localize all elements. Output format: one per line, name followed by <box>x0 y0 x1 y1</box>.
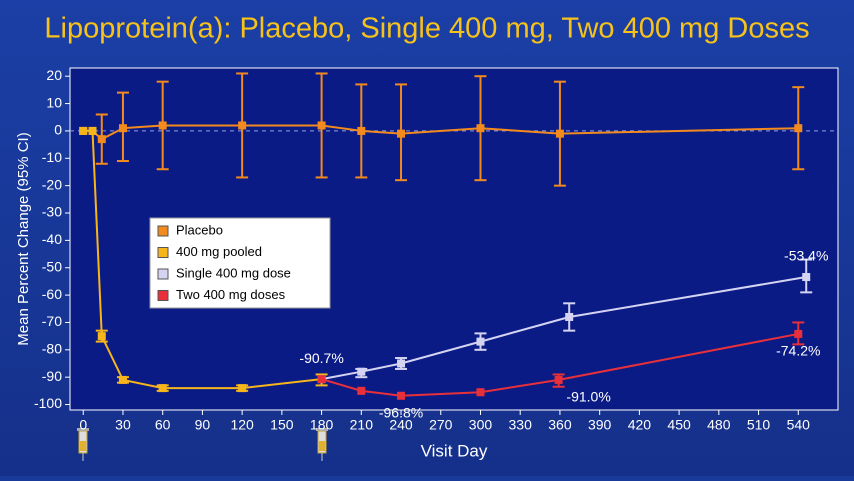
point <box>97 135 106 144</box>
y-tick-label: -100 <box>34 395 62 411</box>
point <box>476 337 485 346</box>
x-tick-label: 390 <box>588 417 612 433</box>
data-label: -53.4% <box>784 248 828 264</box>
legend-label: 400 mg pooled <box>176 244 262 259</box>
x-tick-label: 240 <box>389 417 413 433</box>
legend-swatch <box>157 225 169 237</box>
point <box>555 129 564 138</box>
series-line <box>321 332 799 397</box>
x-tick-label: 90 <box>195 417 211 433</box>
point <box>88 126 97 135</box>
data-label: -90.7% <box>299 350 343 366</box>
y-tick-label: -80 <box>42 341 62 357</box>
y-tick-label: -50 <box>42 258 62 274</box>
x-tick-label: 0 <box>79 417 87 433</box>
point <box>79 126 88 135</box>
syringe-icon <box>316 428 328 461</box>
point <box>97 332 106 341</box>
point <box>397 391 406 400</box>
point <box>317 121 326 130</box>
legend-label: Placebo <box>176 222 223 237</box>
syringe-icon <box>77 428 89 461</box>
data-label: -74.2% <box>776 343 820 359</box>
y-tick-label: -10 <box>42 149 62 165</box>
point <box>802 273 811 282</box>
point <box>357 386 366 395</box>
x-tick-label: 210 <box>350 417 374 433</box>
y-tick-label: -20 <box>42 176 62 192</box>
x-tick-label: 180 <box>310 417 334 433</box>
y-tick-label: -30 <box>42 204 62 220</box>
legend-label: Single 400 mg dose <box>176 265 291 280</box>
point <box>357 367 366 376</box>
point <box>476 388 485 397</box>
chart-title: Lipoprotein(a): Placebo, Single 400 mg, … <box>44 13 809 45</box>
y-tick-label: 10 <box>46 94 62 110</box>
point <box>238 121 247 130</box>
x-tick-label: 480 <box>707 417 731 433</box>
x-tick-label: 360 <box>548 417 572 433</box>
x-tick-label: 510 <box>747 417 771 433</box>
y-tick-label: 20 <box>46 67 62 83</box>
point <box>317 375 326 384</box>
point <box>476 124 485 133</box>
point <box>158 121 167 130</box>
point <box>357 126 366 135</box>
point <box>794 329 803 338</box>
x-tick-label: 330 <box>509 417 533 433</box>
data-label: -91.0% <box>566 389 610 405</box>
point <box>794 124 803 133</box>
point <box>397 359 406 368</box>
x-tick-label: 450 <box>667 417 691 433</box>
x-tick-label: 300 <box>469 417 493 433</box>
series-line <box>321 276 807 381</box>
x-tick-label: 120 <box>230 417 254 433</box>
data-label: -96.8% <box>379 404 423 420</box>
x-tick-label: 60 <box>155 417 171 433</box>
point <box>158 384 167 393</box>
y-axis-label: Mean Percent Change (95% CI) <box>15 132 32 345</box>
point <box>554 375 563 384</box>
legend-swatch <box>157 247 169 258</box>
legend-swatch <box>157 268 169 280</box>
y-tick-label: -90 <box>42 368 62 384</box>
x-axis-label: Visit Day <box>421 441 488 460</box>
legend-label: Two 400 mg doses <box>176 287 286 302</box>
y-tick-label: 0 <box>54 122 62 138</box>
legend-swatch <box>157 290 169 301</box>
x-tick-label: 420 <box>628 417 652 433</box>
point <box>118 124 127 133</box>
point <box>397 129 406 138</box>
y-tick-label: -60 <box>42 286 62 302</box>
point <box>565 312 574 321</box>
x-tick-label: 270 <box>429 417 453 433</box>
x-tick-label: 150 <box>270 417 294 433</box>
point <box>118 375 127 384</box>
legend-box <box>149 217 331 309</box>
y-tick-label: -70 <box>42 313 62 329</box>
x-tick-label: 30 <box>115 417 131 433</box>
y-tick-label: -40 <box>42 231 62 247</box>
point <box>238 384 247 393</box>
x-tick-label: 540 <box>787 417 811 433</box>
